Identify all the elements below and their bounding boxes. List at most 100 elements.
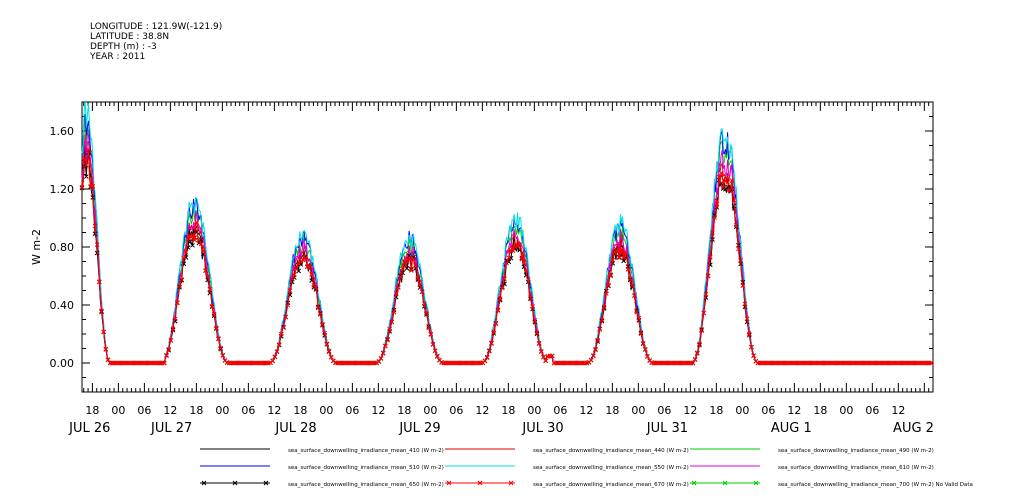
series-marker	[278, 331, 284, 337]
y-tick-label: 1.20	[50, 183, 75, 196]
series-marker	[523, 268, 529, 273]
legend-label: sea_surface_downwelling_irradiance_mean_…	[778, 448, 934, 454]
series-marker	[489, 340, 494, 346]
series-marker	[404, 259, 410, 264]
series-marker	[313, 285, 319, 291]
series-marker	[640, 341, 646, 346]
series-marker	[523, 272, 529, 278]
series-marker	[502, 276, 507, 282]
series-marker	[619, 251, 624, 256]
series-marker	[645, 354, 650, 359]
series-marker	[697, 341, 702, 347]
series-marker	[694, 350, 700, 356]
series-marker	[81, 157, 87, 163]
series-marker	[200, 248, 206, 254]
x-tick-label: 06	[137, 404, 151, 417]
series-marker	[83, 174, 89, 179]
series-marker	[309, 272, 315, 277]
x-tick-label: 06	[553, 404, 567, 417]
series-marker	[86, 147, 91, 152]
series-marker	[400, 270, 405, 276]
x-axis: 18 00 06 12 18 00 06 12 18 00 06 12 18 00 06 12 18 00 06 12…	[68, 102, 934, 436]
series-marker	[744, 316, 750, 322]
series-marker	[101, 329, 107, 335]
series-marker	[720, 184, 726, 190]
series-marker	[302, 256, 308, 262]
series-marker	[625, 267, 631, 272]
series-marker	[211, 311, 217, 317]
series-marker	[105, 357, 111, 363]
x-day-label: JUL 28	[274, 421, 316, 436]
series-marker	[393, 290, 399, 296]
series-marker	[209, 303, 215, 309]
series-marker	[588, 357, 594, 363]
legend-label: sea_surface_downwelling_irradiance_mean_…	[533, 448, 689, 454]
series-marker	[499, 285, 505, 291]
series-marker	[307, 263, 312, 268]
x-day-label: JUL 27	[150, 421, 192, 436]
x-tick-label: 18	[813, 404, 827, 417]
series-marker	[183, 249, 189, 255]
series-marker	[530, 304, 535, 309]
series-marker	[504, 260, 509, 266]
series-line	[81, 144, 933, 364]
series-marker	[382, 343, 388, 349]
x-tick-label: 18	[189, 404, 203, 417]
legend-marker	[446, 480, 452, 486]
x-tick-label: 18	[501, 404, 515, 417]
series-marker	[419, 289, 425, 295]
series-marker	[281, 325, 286, 331]
legend-marker	[722, 480, 728, 486]
y-tick-label: 0.80	[50, 241, 75, 254]
series-marker	[541, 354, 546, 360]
series-marker	[517, 242, 522, 247]
series-marker	[727, 187, 733, 193]
series-marker	[83, 162, 89, 168]
series-marker	[389, 319, 395, 325]
series-marker	[705, 273, 711, 279]
series-marker	[326, 348, 332, 354]
series-marker	[601, 304, 607, 310]
x-tick-label: 06	[657, 404, 671, 417]
series-marker	[519, 256, 525, 262]
series-marker	[534, 330, 540, 336]
series-marker	[699, 328, 704, 334]
series-marker	[608, 273, 613, 279]
series-marker	[736, 246, 741, 252]
y-tick-label: 1.60	[50, 125, 75, 138]
y-tick-label: 0.00	[50, 357, 75, 370]
series-marker	[538, 349, 544, 354]
x-tick-label: 18	[605, 404, 619, 417]
series-marker	[928, 360, 934, 366]
x-tick-label: 06	[345, 404, 359, 417]
series-marker	[289, 276, 295, 282]
x-day-label: AUG 2	[893, 421, 934, 436]
series-marker	[99, 308, 104, 314]
series-marker	[430, 342, 436, 347]
series-marker	[714, 198, 720, 204]
series-marker	[216, 336, 221, 342]
series-marker	[177, 283, 182, 288]
series-marker	[421, 301, 427, 306]
series-marker	[164, 353, 169, 359]
y-axis: 0.00 0.40 0.80 1.20 1.60	[50, 101, 933, 393]
series-marker	[374, 360, 379, 366]
series-marker	[749, 344, 754, 350]
series-marker	[172, 316, 178, 322]
series-marker	[731, 197, 737, 203]
series-marker	[415, 275, 421, 281]
year-label: YEAR : 2011	[90, 52, 146, 62]
legend-label: sea_surface_downwelling_irradiance_mean_…	[288, 482, 444, 488]
series-marker	[590, 353, 596, 359]
series-marker	[378, 356, 384, 361]
series-marker	[94, 250, 100, 256]
legend-label: sea_surface_downwelling_irradiance_mean_…	[778, 482, 973, 488]
x-tick-label: 18	[397, 404, 411, 417]
x-tick-label: 12	[475, 404, 489, 417]
series-marker	[729, 178, 735, 183]
series-marker	[387, 326, 392, 332]
series-marker	[96, 279, 102, 285]
series-line	[81, 100, 933, 364]
series-marker	[493, 321, 499, 327]
